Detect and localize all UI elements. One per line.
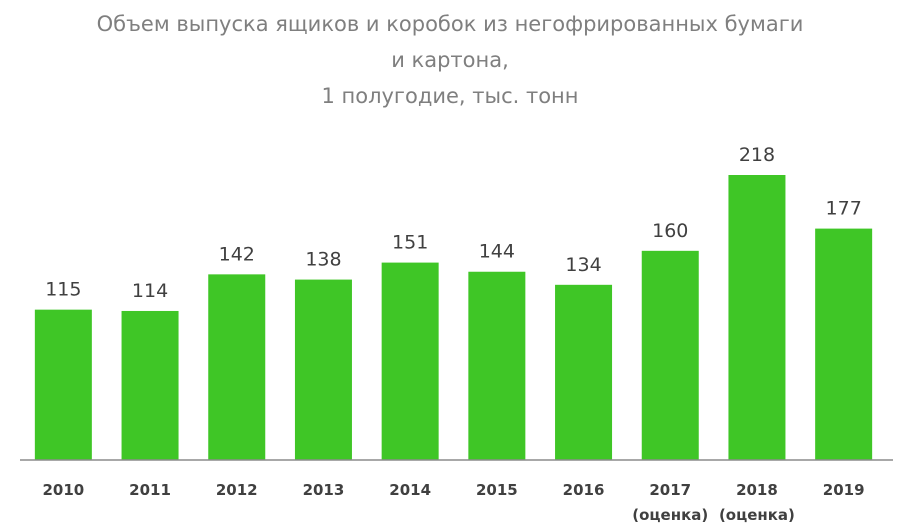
value-label: 177 [826, 198, 862, 220]
bar [468, 271, 526, 460]
x-tick-label: 2018 (оценка) [718, 481, 795, 524]
value-label: 142 [219, 243, 255, 265]
value-label: 144 [479, 241, 515, 263]
value-label: 134 [565, 254, 601, 276]
value-label: 138 [305, 249, 341, 271]
x-tick-label: 2012 [215, 481, 258, 499]
bar [555, 284, 613, 460]
x-tick-label: 2013 [302, 481, 345, 499]
chart-title: Объем выпуска ящиков и коробок из негофр… [96, 12, 804, 108]
x-tick-label: 2015 [475, 481, 518, 499]
value-label: 151 [392, 232, 428, 254]
bar [121, 310, 179, 460]
bar [381, 262, 439, 460]
bar [815, 228, 873, 460]
x-tick-label: 2016 [562, 481, 605, 499]
bar [208, 274, 266, 460]
x-tick-label: 2014 [389, 481, 432, 499]
bar [294, 279, 352, 460]
bar [641, 250, 699, 460]
bar [728, 175, 786, 460]
value-label: 160 [652, 220, 688, 242]
value-label: 115 [45, 279, 81, 301]
value-label: 218 [739, 144, 775, 166]
bar [34, 309, 92, 460]
value-label: 114 [132, 280, 168, 302]
x-tick-label: 2017 (оценка) [632, 481, 709, 524]
x-tick-label: 2019 [822, 481, 865, 499]
x-tick-label: 2010 [42, 481, 85, 499]
x-tick-label: 2011 [129, 481, 171, 499]
